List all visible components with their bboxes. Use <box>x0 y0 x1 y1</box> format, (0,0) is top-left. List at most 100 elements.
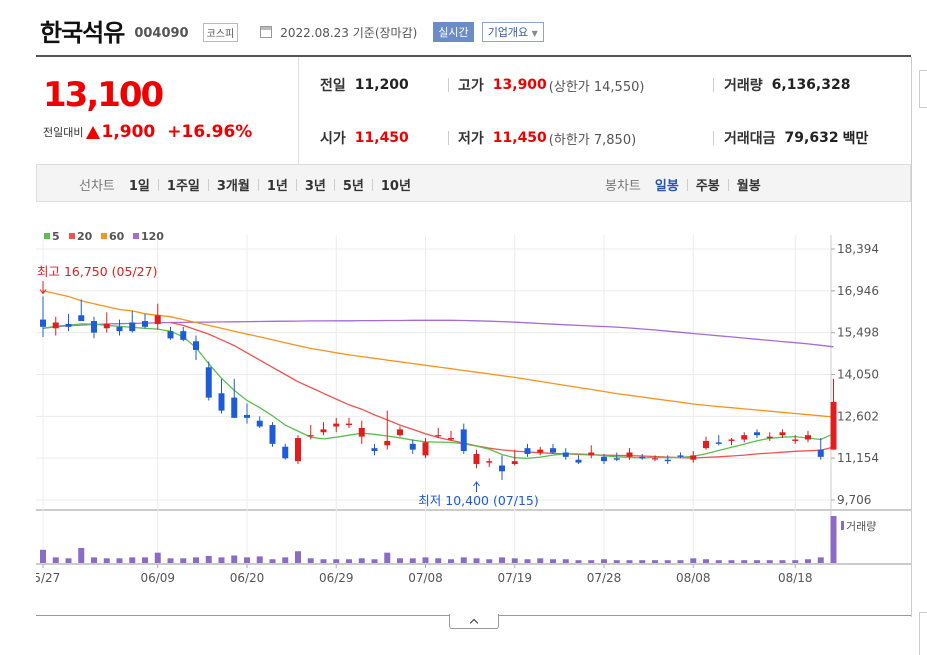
volume-bar <box>805 559 811 563</box>
volume-bar <box>524 559 531 563</box>
lower-limit: (하한가 7,850) <box>548 132 637 148</box>
volume-bar <box>677 560 684 563</box>
calendar-icon <box>260 26 273 38</box>
change-percent: +16.96% <box>167 122 253 142</box>
prev-close: 전일 11,200 <box>320 75 409 95</box>
candle-body <box>715 442 722 444</box>
volume-bar <box>422 557 429 563</box>
candle-body <box>779 432 786 436</box>
candle-chart-label: 봉차트 <box>605 179 641 194</box>
legend-label: 20 <box>77 230 93 243</box>
period-5y[interactable]: 5년 <box>342 179 364 194</box>
candle-weekly[interactable]: 주봉 <box>695 179 720 194</box>
candle-body <box>358 427 365 437</box>
top-divider <box>36 55 911 57</box>
candle-body <box>103 323 110 329</box>
volume-bar <box>129 557 136 563</box>
low-label: 저가 <box>458 131 484 147</box>
open-price: 시가 11,450 <box>320 128 409 148</box>
stock-chart[interactable]: 18,394 16,946 15,498 14,050 12,602 11,154 9,70… <box>26 210 911 610</box>
side-divider <box>911 57 912 617</box>
max-arrow-icon <box>39 281 47 295</box>
corp-overview-dropdown[interactable]: 기업개요 ▼ <box>481 22 544 42</box>
ma20-line <box>170 321 834 459</box>
candle-body <box>805 435 811 440</box>
volume-bar <box>154 552 161 563</box>
candle-body <box>154 315 161 324</box>
period-1d[interactable]: 1일 <box>128 179 150 194</box>
candle-body <box>397 429 403 436</box>
volume-bar <box>575 560 582 563</box>
line-chart-label: 선차트 <box>79 179 115 194</box>
volume-bar <box>256 556 263 563</box>
volume-legend-label: 거래량 <box>846 520 876 533</box>
collapse-toggle-button[interactable] <box>449 614 499 629</box>
volume-bar <box>664 560 671 563</box>
candle-body <box>460 429 467 452</box>
y-tick-label: 16,946 <box>837 284 879 298</box>
candle-body <box>333 423 340 427</box>
volume-bar <box>116 558 123 563</box>
x-tick-label: 05/27 <box>36 571 60 585</box>
candle-body <box>690 455 697 460</box>
volume-legend-swatch <box>841 521 844 530</box>
candle-monthly[interactable]: 월봉 <box>736 179 761 194</box>
y-tick-label: 15,498 <box>837 326 879 340</box>
period-3y[interactable]: 3년 <box>304 179 326 194</box>
legend-swatch <box>133 233 139 239</box>
candle-body <box>830 401 837 450</box>
volume-bar <box>167 558 174 563</box>
candle-body <box>205 367 212 398</box>
open-label: 시가 <box>320 131 346 147</box>
candle-body <box>728 439 735 441</box>
volume-bar <box>193 557 199 563</box>
x-tick-label: 08/18 <box>778 571 813 585</box>
divider <box>448 78 449 92</box>
volume-bar <box>766 560 773 563</box>
volume-bar <box>690 558 697 563</box>
min-arrow-icon <box>473 481 480 492</box>
candle-body <box>664 459 671 462</box>
candle-daily[interactable]: 일봉 <box>654 179 679 194</box>
divider <box>727 178 729 191</box>
volume-bar <box>384 552 391 563</box>
x-tick-label: 08/08 <box>676 571 711 585</box>
candle-body <box>244 414 250 418</box>
legend-label: 60 <box>109 230 125 243</box>
line-chart-options: 선차트 1일 1주일 3개월 1년 3년 5년 10년 <box>79 175 411 194</box>
ma60-line <box>42 290 834 418</box>
volume-bar <box>231 555 238 563</box>
candle-body <box>652 458 658 460</box>
current-price: 13,100 <box>43 75 164 115</box>
volume-bar <box>703 559 709 563</box>
candle-body <box>346 423 352 426</box>
volume-bar <box>269 559 276 563</box>
volume-bar <box>409 558 416 563</box>
period-1y[interactable]: 1년 <box>266 179 288 194</box>
period-1w[interactable]: 1주일 <box>166 179 200 194</box>
volume-bar <box>588 560 595 563</box>
volume-bar <box>295 551 301 563</box>
candle-body <box>499 465 505 472</box>
volume-bar <box>244 557 250 563</box>
divider <box>157 178 159 191</box>
low-price: 저가 11,450 (하한가 7,850) <box>458 128 636 148</box>
volume-bar <box>830 516 837 563</box>
side-panel-edge[interactable] <box>919 70 927 108</box>
stock-code: 004090 <box>134 25 189 41</box>
volume-bar <box>741 560 748 563</box>
period-10y[interactable]: 10년 <box>380 179 411 194</box>
candle-body <box>91 321 97 333</box>
candle-body <box>550 448 556 453</box>
candle-body <box>218 393 225 411</box>
realtime-button[interactable]: 실시간 <box>433 22 474 42</box>
volume: 거래량 6,136,328 <box>724 75 850 95</box>
candle-chart-options: 봉차트 일봉 주봉 월봉 <box>605 175 761 194</box>
divider <box>448 131 449 145</box>
low-value: 11,450 <box>492 130 547 146</box>
x-tick-label: 07/19 <box>497 571 532 585</box>
candle-body <box>142 321 148 327</box>
volume-bar <box>728 560 735 563</box>
volume-bar <box>358 558 365 563</box>
period-3m[interactable]: 3개월 <box>216 179 250 194</box>
